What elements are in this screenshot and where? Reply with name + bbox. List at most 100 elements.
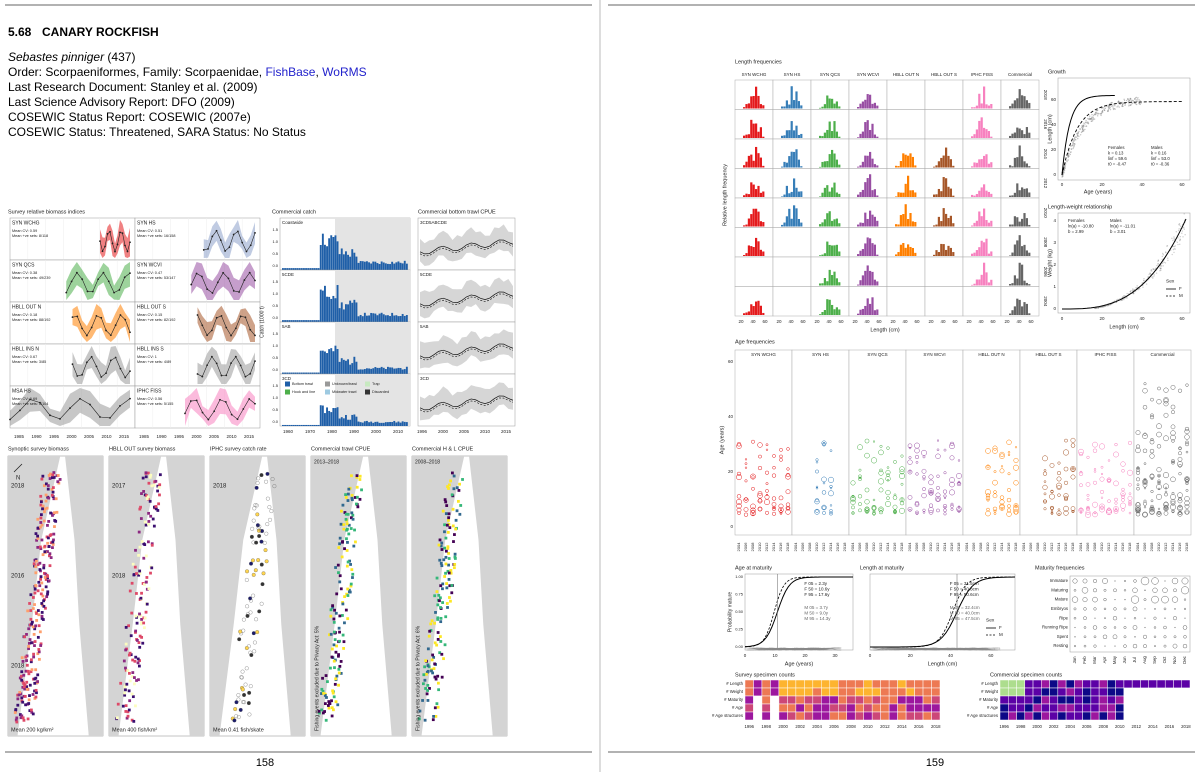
map-cell [33, 689, 36, 693]
age-bubble [993, 509, 997, 513]
label: HBLL OUT N [893, 72, 919, 77]
catch-bar [395, 315, 398, 322]
map-cell [36, 652, 40, 656]
index-point [99, 240, 101, 243]
length-bar [831, 187, 834, 197]
map-cell [37, 657, 41, 661]
length-bar [821, 161, 824, 168]
age-bubble [1163, 501, 1169, 508]
length-bar [949, 215, 952, 227]
landmass [109, 456, 162, 736]
catch-bar [321, 290, 324, 322]
map-cell [15, 720, 19, 724]
heat-cell [897, 711, 907, 721]
map-cell [38, 630, 42, 634]
length-bar [747, 155, 750, 168]
heat-cell [1164, 711, 1174, 721]
age-bubble [949, 477, 955, 483]
lw-point [1173, 245, 1175, 248]
label: 2006 [1085, 542, 1090, 552]
catch-bar [290, 424, 293, 426]
age-bubble [936, 474, 940, 478]
label: 2006 [743, 542, 748, 552]
label: 2015 [119, 434, 130, 439]
label: SYN WCVI [923, 352, 945, 357]
catch-bar [366, 420, 368, 426]
age-bubble [1170, 498, 1176, 504]
map-cell [25, 632, 28, 636]
map-cell [124, 648, 128, 652]
map-cell [147, 481, 151, 485]
map-cell [337, 546, 341, 549]
label: Mean CV: 0.67 [12, 355, 37, 359]
map-cell [23, 687, 27, 691]
map-cell [138, 659, 141, 663]
catch-bar [359, 314, 362, 322]
growth-point [1110, 102, 1112, 104]
length-bar [755, 123, 758, 138]
age-bubble [829, 484, 833, 489]
age-bubble [950, 502, 954, 506]
age-bubble [999, 503, 1005, 509]
length-bar [864, 243, 867, 256]
catch-bar [338, 361, 341, 374]
map-cell [338, 639, 341, 643]
map-cell [31, 712, 35, 716]
label: Length at maturity [860, 565, 904, 571]
length-bar [1009, 283, 1012, 286]
cpue-line [419, 239, 514, 255]
link[interactable]: WoRMS [322, 65, 366, 79]
index-point [129, 331, 131, 334]
link[interactable]: FishBase [265, 65, 315, 79]
map-cell [336, 703, 340, 707]
lw-point [1121, 299, 1123, 302]
map-cell [156, 489, 159, 493]
heat-cell [1041, 695, 1050, 705]
lw-point [1095, 307, 1098, 309]
length-bar [933, 225, 936, 227]
cell-frame [848, 197, 888, 228]
length-bar [857, 137, 860, 138]
survey-station [241, 617, 246, 622]
length-bar [752, 208, 755, 227]
map-cell [439, 561, 443, 565]
map-cell [55, 510, 59, 514]
catch-bar [401, 263, 404, 270]
lw-point [1150, 270, 1152, 272]
label: 1990 [157, 434, 168, 439]
length-bar [797, 101, 800, 109]
cell-frame [772, 256, 812, 287]
growth-point [1111, 104, 1114, 106]
length-bar [904, 183, 907, 197]
index-point [76, 315, 79, 318]
heat-cell [787, 687, 797, 697]
lw-point [1156, 264, 1158, 267]
label: SYN WCVI [857, 72, 879, 77]
map-cell [332, 643, 336, 647]
lw-point [1177, 237, 1179, 239]
age-bubble [992, 448, 998, 454]
panel-frame [734, 349, 793, 536]
label: 2014 [1056, 542, 1061, 552]
label: 2016 [892, 542, 897, 552]
map-cell [51, 486, 55, 489]
label: HBLL OUT S [137, 304, 167, 310]
map-cell [48, 554, 51, 558]
map-cell [54, 519, 58, 523]
catch-bar [384, 422, 387, 426]
cpue-line [419, 291, 514, 307]
catch-bar [330, 298, 333, 322]
length-bar [861, 131, 864, 138]
index-point [189, 400, 192, 402]
label: 2016 [1043, 119, 1048, 130]
map-cell [346, 492, 350, 496]
map-cell [139, 505, 142, 509]
index-point [206, 364, 208, 367]
label: SYN QCS [867, 352, 887, 357]
catch-bar [286, 320, 289, 322]
map-cell [35, 619, 39, 622]
age-bubble [864, 452, 870, 459]
map-cell [436, 705, 440, 709]
label: 0.5 [272, 407, 278, 412]
length-bar [873, 279, 876, 286]
